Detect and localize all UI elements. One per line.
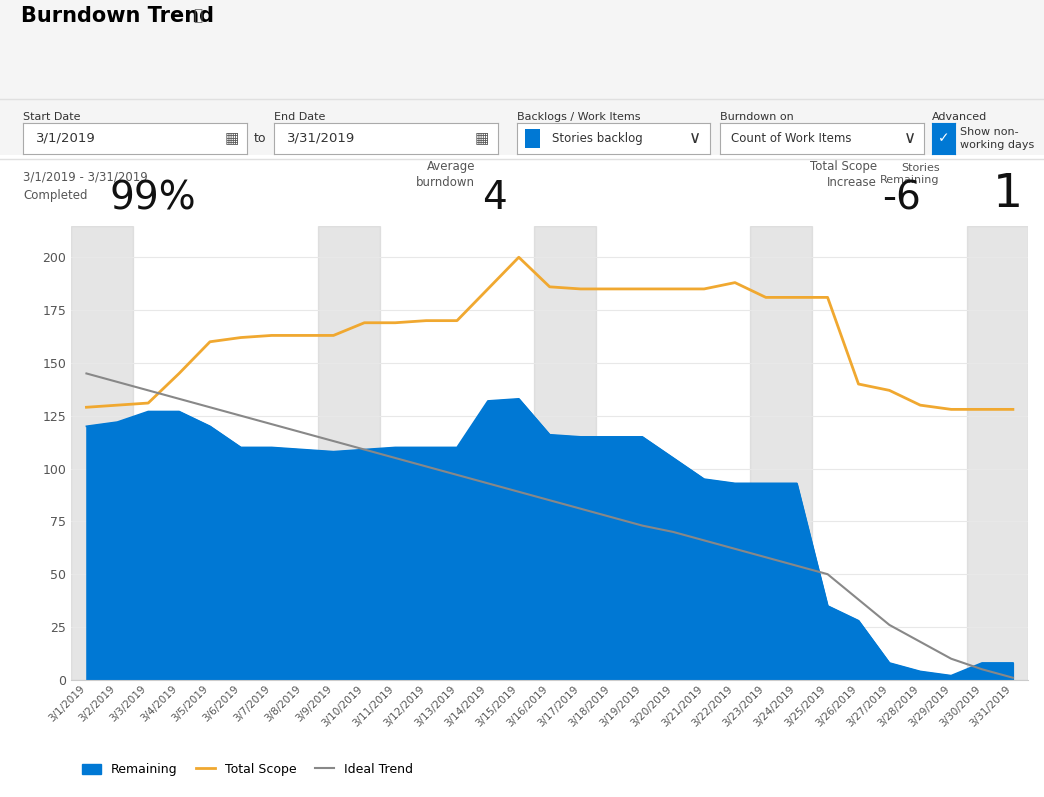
Text: Stories
Remaining: Stories Remaining: [880, 163, 940, 185]
Bar: [71, 226, 133, 680]
Text: 4: 4: [482, 179, 507, 217]
Text: Stories backlog: Stories backlog: [551, 132, 642, 145]
Text: 3/1/2019 - 3/31/2019: 3/1/2019 - 3/31/2019: [23, 171, 147, 183]
Text: Count of Work Items: Count of Work Items: [731, 132, 851, 145]
Legend: Remaining, Total Scope, Ideal Trend: Remaining, Total Scope, Ideal Trend: [77, 758, 419, 781]
Text: Total Scope
Increase: Total Scope Increase: [810, 160, 877, 190]
Text: ✓: ✓: [938, 132, 950, 146]
Bar: [751, 226, 812, 680]
Text: ⓘ: ⓘ: [193, 9, 203, 23]
Bar: [535, 226, 596, 680]
Text: ▦: ▦: [224, 131, 239, 146]
Text: Advanced: Advanced: [932, 112, 988, 122]
Text: Backlogs / Work Items: Backlogs / Work Items: [517, 112, 640, 122]
Text: 1: 1: [993, 172, 1023, 217]
Text: to: to: [254, 132, 266, 145]
Bar: [524, 129, 540, 147]
Text: Burndown Trend: Burndown Trend: [21, 6, 214, 26]
Bar: [967, 226, 1028, 680]
Text: ▦: ▦: [475, 131, 490, 146]
Text: -6: -6: [882, 179, 921, 217]
Text: Burndown on: Burndown on: [720, 112, 794, 122]
Text: 3/31/2019: 3/31/2019: [287, 132, 355, 145]
Bar: [318, 226, 380, 680]
Text: Completed: Completed: [23, 189, 88, 202]
Text: Start Date: Start Date: [23, 112, 80, 122]
Text: 99%: 99%: [110, 179, 196, 217]
Text: ∨: ∨: [904, 129, 916, 147]
Text: 3/1/2019: 3/1/2019: [37, 132, 96, 145]
Text: End Date: End Date: [274, 112, 325, 122]
Text: Average
burndown: Average burndown: [416, 160, 475, 190]
Text: Show non-
working days: Show non- working days: [960, 127, 1035, 150]
Text: ∨: ∨: [688, 129, 701, 147]
